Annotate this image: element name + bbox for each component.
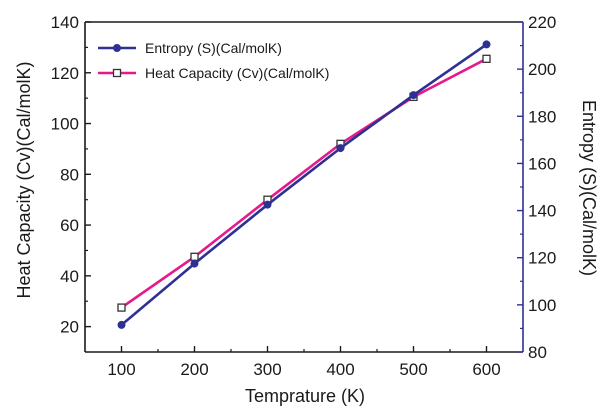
right-tick-label: 180 xyxy=(528,107,556,126)
heat-capacity-point xyxy=(483,55,490,62)
x-tick-label: 100 xyxy=(107,360,135,379)
x-tick-label: 400 xyxy=(326,360,354,379)
x-tick-label: 300 xyxy=(253,360,281,379)
legend-swatch-marker xyxy=(114,45,121,52)
heat-capacity-point xyxy=(191,253,198,260)
right-tick-label: 220 xyxy=(528,13,556,32)
left-tick-label: 120 xyxy=(51,64,79,83)
x-tick-label: 200 xyxy=(180,360,208,379)
right-tick-label: 100 xyxy=(528,296,556,315)
left-tick-label: 100 xyxy=(51,115,79,134)
x-axis-ticks: 100 200 300 400 500 600 xyxy=(107,346,500,379)
right-tick-label: 160 xyxy=(528,154,556,173)
left-axis-label: Heat Capacity (Cv)(Cal/molK) xyxy=(14,61,34,298)
entropy-point xyxy=(118,321,125,328)
series-entropy xyxy=(118,41,490,329)
left-tick-label: 60 xyxy=(60,216,79,235)
left-tick-label: 40 xyxy=(60,267,79,286)
heat-capacity-point xyxy=(118,304,125,311)
series-layer xyxy=(118,41,490,329)
legend: Entropy (S)(Cal/molK) Heat Capacity (Cv)(… xyxy=(98,40,329,81)
legend-swatch-marker xyxy=(114,70,121,77)
x-axis-label: Temprature (K) xyxy=(245,386,365,406)
entropy-point xyxy=(264,201,271,208)
legend-item-heat-capacity: Heat Capacity (Cv)(Cal/molK) xyxy=(98,65,329,81)
series-heat-capacity xyxy=(118,55,490,311)
left-tick-label: 140 xyxy=(51,13,79,32)
entropy-point xyxy=(191,260,198,267)
left-tick-label: 20 xyxy=(60,318,79,337)
right-tick-label: 200 xyxy=(528,60,556,79)
x-tick-label: 500 xyxy=(399,360,427,379)
right-tick-label: 120 xyxy=(528,249,556,268)
x-tick-label: 600 xyxy=(472,360,500,379)
legend-label: Entropy (S)(Cal/molK) xyxy=(145,40,282,56)
legend-item-entropy: Entropy (S)(Cal/molK) xyxy=(98,40,282,56)
entropy-point xyxy=(337,145,344,152)
entropy-point xyxy=(483,41,490,48)
left-tick-label: 80 xyxy=(60,165,79,184)
entropy-point xyxy=(410,92,417,99)
right-tick-label: 80 xyxy=(528,343,547,362)
legend-label: Heat Capacity (Cv)(Cal/molK) xyxy=(145,65,329,81)
heat-capacity-line xyxy=(122,59,487,308)
right-axis-label: Entropy (S)(Cal/molK) xyxy=(579,100,599,276)
right-tick-label: 140 xyxy=(528,202,556,221)
